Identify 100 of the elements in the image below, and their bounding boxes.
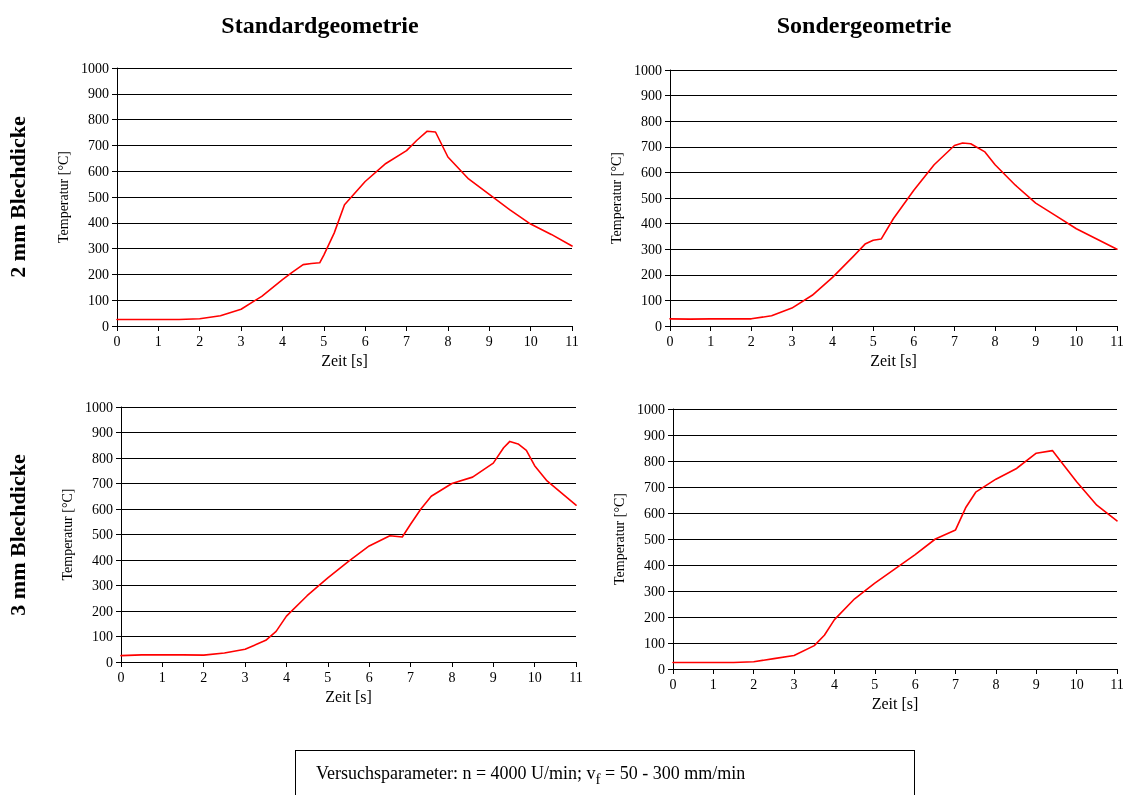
x-tick-label: 10	[1069, 676, 1084, 692]
y-tick-label: 200	[92, 603, 113, 619]
x-tick-label: 2	[750, 676, 758, 692]
y-tick-label: 400	[641, 216, 662, 232]
x-axis-title: Zeit [s]	[871, 695, 919, 713]
y-tick-label: 200	[644, 609, 665, 625]
x-tick-label: 3	[788, 333, 796, 349]
y-tick-label: 100	[641, 292, 662, 308]
y-tick-label: 700	[644, 479, 665, 495]
y-tick-label: 100	[644, 635, 665, 651]
y-tick-label: 1000	[81, 60, 109, 76]
y-tick-label: 800	[92, 450, 113, 466]
x-tick-label: 10	[1069, 333, 1084, 349]
text: 2 mm Blechdicke	[5, 115, 31, 280]
y-tick-label: 300	[641, 241, 662, 257]
x-tick-label: 6	[361, 333, 369, 349]
y-tick-label: 900	[92, 425, 113, 440]
y-tick-label: 300	[88, 241, 109, 257]
x-tick-label: 11	[1110, 676, 1124, 692]
y-tick-label: 100	[88, 292, 109, 308]
x-tick-label: 7	[403, 333, 411, 349]
x-tick-label: 2	[747, 333, 755, 349]
x-tick-label: 4	[830, 676, 838, 692]
x-tick-label: 4	[829, 333, 837, 349]
y-axis-title: Temperatur [°C]	[59, 488, 75, 581]
y-tick-label: 800	[644, 453, 665, 469]
y-tick-label: 400	[92, 552, 113, 568]
y-tick-label: 800	[88, 112, 109, 128]
y-tick-label: 1000	[85, 399, 113, 415]
x-tick-label: 1	[709, 676, 717, 692]
x-tick-label: 5	[320, 333, 328, 349]
y-tick-label: 1000	[634, 62, 662, 78]
y-tick-label: 100	[92, 629, 113, 644]
x-tick-label: 5	[869, 333, 877, 349]
x-tick-label: 9	[1032, 333, 1040, 349]
x-tick-label: 6	[910, 333, 918, 349]
x-tick-label: 8	[992, 676, 1000, 692]
y-tick-label: 900	[641, 88, 662, 104]
x-tick-label: 3	[237, 333, 245, 349]
x-tick-label: 1	[158, 669, 166, 685]
y-tick-label: 200	[88, 266, 109, 282]
text: Versuchsparameter: n = 4000 U/min; v$_{f}$ = 50 - 300 mm/min	[295, 750, 915, 795]
x-axis-title: Zeit [s]	[321, 352, 368, 370]
y-tick-label: 500	[641, 190, 662, 206]
x-tick-label: 10	[527, 669, 542, 685]
y-tick-label: 300	[644, 583, 665, 599]
x-tick-label: 5	[324, 669, 332, 685]
y-tick-label: 600	[92, 501, 113, 517]
x-tick-label: 8	[448, 669, 456, 685]
chart-title: Sondergeometrie	[776, 12, 952, 38]
text: 3 mm Blechdicke	[5, 452, 31, 618]
y-tick-label: 700	[641, 139, 662, 155]
x-tick-label: 6	[365, 669, 373, 685]
y-tick-label: 300	[92, 578, 113, 593]
x-tick-label: 9	[1032, 676, 1040, 692]
x-tick-label: 7	[950, 333, 958, 349]
y-tick-label: 900	[88, 86, 109, 102]
x-tick-label: 8	[991, 333, 999, 349]
y-tick-label: 500	[92, 527, 113, 542]
x-tick-label: 4	[282, 669, 290, 685]
y-axis-title: Temperatur [°C]	[55, 150, 71, 244]
y-tick-label: 0	[106, 654, 113, 670]
x-tick-label: 11	[569, 669, 583, 685]
x-tick-label: 3	[241, 669, 249, 685]
x-tick-label: 0	[117, 669, 125, 685]
y-tick-label: 900	[644, 427, 665, 443]
y-axis-title: Temperatur [°C]	[611, 492, 627, 586]
x-tick-label: 4	[278, 333, 286, 349]
x-tick-label: 6	[911, 676, 919, 692]
x-tick-label: 1	[154, 333, 162, 349]
y-tick-label: 600	[88, 163, 109, 179]
y-tick-label: 1000	[637, 401, 665, 417]
x-tick-label: 9	[485, 333, 493, 349]
y-tick-label: 0	[102, 318, 109, 334]
y-tick-label: 500	[644, 531, 665, 547]
x-tick-label: 2	[196, 333, 204, 349]
y-tick-label: 700	[88, 137, 109, 153]
y-tick-label: 400	[88, 215, 109, 231]
x-axis-title: Zeit [s]	[325, 688, 372, 706]
y-tick-label: 500	[88, 189, 109, 205]
x-tick-label: 0	[669, 676, 677, 692]
y-tick-label: 0	[655, 318, 662, 334]
y-tick-label: 400	[644, 557, 665, 573]
x-tick-label: 7	[407, 669, 415, 685]
x-tick-label: 7	[952, 676, 960, 692]
y-tick-label: 600	[644, 505, 665, 521]
x-tick-label: 1	[707, 333, 715, 349]
x-tick-label: 3	[790, 676, 798, 692]
x-axis-title: Zeit [s]	[870, 352, 917, 370]
y-tick-label: 200	[641, 267, 662, 283]
x-tick-label: 11	[1110, 333, 1124, 349]
x-tick-label: 8	[444, 333, 452, 349]
y-tick-label: 700	[92, 476, 113, 491]
y-tick-label: 800	[641, 113, 662, 129]
y-axis-title: Temperatur [°C]	[608, 151, 624, 245]
x-tick-label: 5	[871, 676, 879, 692]
x-tick-label: 2	[200, 669, 208, 685]
y-tick-label: 600	[641, 164, 662, 180]
x-tick-label: 10	[523, 333, 538, 349]
x-tick-label: 9	[489, 669, 497, 685]
